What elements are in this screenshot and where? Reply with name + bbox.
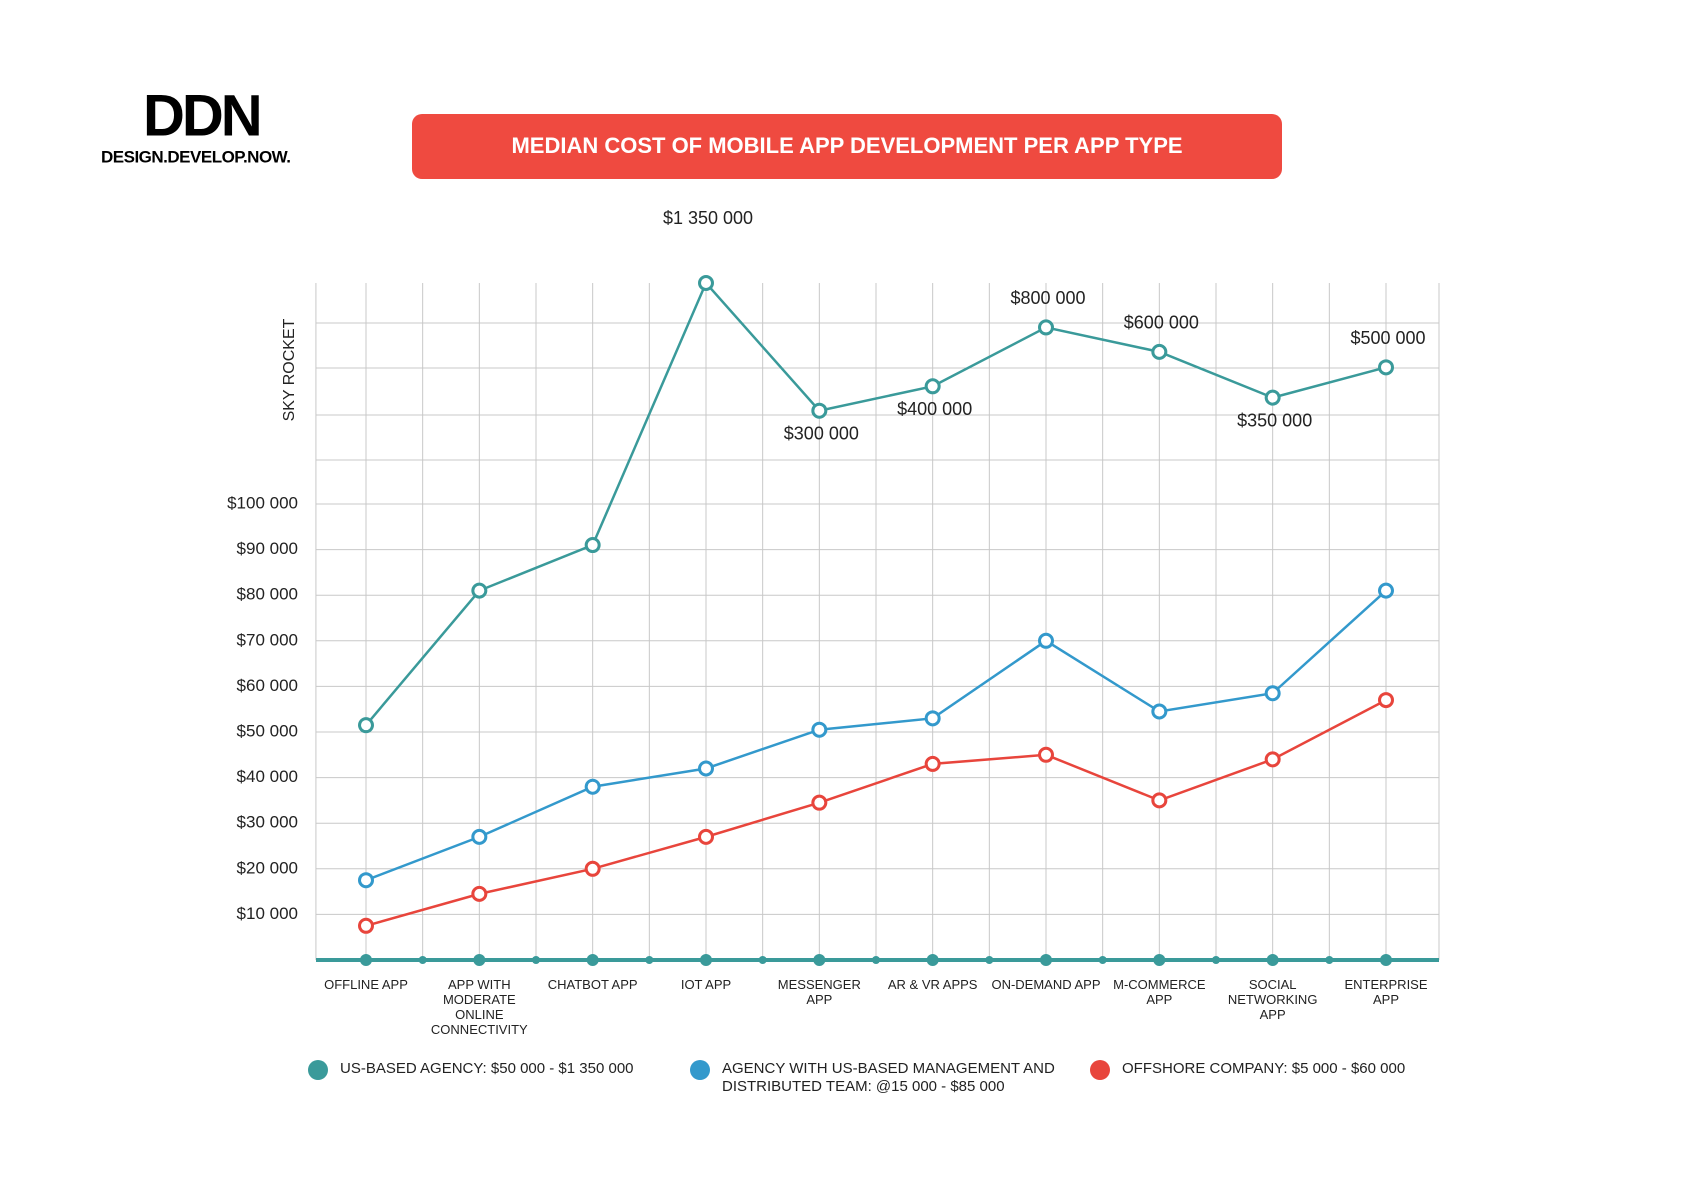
y-tick-label: $40 000 (237, 767, 298, 786)
point (1264, 685, 1281, 702)
legend-entry: AGENCY WITH US-BASED MANAGEMENT AND DIST… (722, 1060, 1055, 1095)
y-axis-label: SKY ROCKET (281, 318, 298, 421)
y-tick-label: $50 000 (237, 721, 298, 740)
axis-dot (360, 954, 372, 966)
logo-tagline: DESIGN.DEVELOP.NOW. (101, 147, 291, 166)
value-label: $350 000 (1237, 410, 1312, 430)
y-tick-label: $10 000 (237, 904, 298, 923)
point (1038, 319, 1054, 336)
point (698, 760, 714, 777)
legend-swatch (1090, 1060, 1110, 1080)
point (924, 755, 941, 772)
x-tick-label: M-COMMERCE APP (1113, 977, 1206, 1007)
value-label: $500 000 (1350, 328, 1425, 348)
point (584, 537, 601, 554)
chart-title: MEDIAN COST OF MOBILE APP DEVELOPMENT PE… (511, 133, 1182, 158)
point (811, 721, 828, 738)
point (1264, 751, 1281, 768)
axis-dot (532, 956, 540, 964)
y-tick-label: $70 000 (237, 630, 298, 649)
axis-dot (1098, 956, 1107, 964)
point (1038, 746, 1054, 763)
x-tick-label: MESSENGER APP (777, 977, 861, 1007)
point (1378, 359, 1394, 376)
series-line (365, 280, 1387, 726)
point (1378, 692, 1394, 709)
point (924, 710, 941, 727)
axis-dot (1380, 954, 1392, 966)
x-tick-label: AR & VR APPS (887, 977, 978, 992)
axis-dot (1153, 954, 1166, 966)
axis-dot (473, 954, 486, 966)
point (471, 828, 488, 845)
point (471, 885, 488, 902)
x-tick-label: SOCIAL NETWORKING APP (1227, 977, 1318, 1022)
title-box (412, 114, 1282, 179)
point (1378, 582, 1394, 599)
axis-dot (985, 956, 994, 964)
y-tick-label: $60 000 (237, 676, 298, 695)
point (1151, 792, 1168, 809)
value-label: $1 350 000 (663, 208, 753, 228)
axis-dot (926, 954, 939, 966)
axis-dot (700, 954, 712, 966)
x-tick-label: CHATBOT APP (547, 977, 638, 992)
point (1264, 389, 1281, 406)
legend-swatch (690, 1060, 710, 1080)
y-tick-label: $100 000 (227, 493, 298, 512)
y-tick-label: $20 000 (237, 858, 298, 877)
x-tick-label: OFFLINE APP (324, 977, 408, 992)
x-tick-label: ON-DEMAND APP (991, 977, 1101, 992)
axis-dot (758, 956, 767, 964)
point (811, 402, 828, 419)
axis-dot (418, 956, 427, 964)
axis-dot (872, 956, 880, 964)
axis-dot (1212, 956, 1220, 964)
point (811, 794, 828, 811)
point (924, 378, 941, 395)
value-label: $400 000 (897, 399, 972, 419)
series-line (365, 698, 1387, 928)
axis-dot (1266, 954, 1279, 966)
y-tick-label: $90 000 (237, 539, 298, 558)
legend-entry: OFFSHORE COMPANY: $5 000 - $60 000 (1122, 1060, 1406, 1077)
point (698, 828, 714, 845)
point (471, 582, 488, 599)
point (1151, 703, 1168, 720)
x-tick-label: IOT APP (680, 977, 732, 992)
point (584, 860, 601, 877)
point (1038, 632, 1054, 649)
logo-mark: DDN (143, 83, 260, 148)
axis-dot (813, 954, 826, 966)
legend-entry: US-BASED AGENCY: $50 000 - $1 350 000 (340, 1060, 634, 1077)
value-label: $600 000 (1124, 313, 1199, 333)
legend-swatch (308, 1060, 328, 1080)
x-tick-label: APP WITH MODERATE ONLINE CONNECTIVITY (430, 977, 528, 1037)
x-tick-label: ENTERPRISE APP (1344, 977, 1428, 1007)
point (1151, 343, 1168, 360)
point (584, 778, 601, 795)
value-label: $800 000 (1010, 288, 1085, 308)
y-tick-label: $80 000 (237, 585, 298, 604)
point (358, 872, 374, 889)
y-tick-label: $30 000 (237, 813, 298, 832)
axis-dot (1325, 956, 1334, 964)
point (358, 917, 374, 934)
point (698, 275, 714, 291)
axis-dot (1040, 954, 1052, 966)
series-line (365, 589, 1387, 882)
value-label: $300 000 (784, 423, 859, 443)
axis-dot (645, 956, 654, 964)
point (358, 717, 374, 734)
axis-dot (586, 954, 599, 966)
